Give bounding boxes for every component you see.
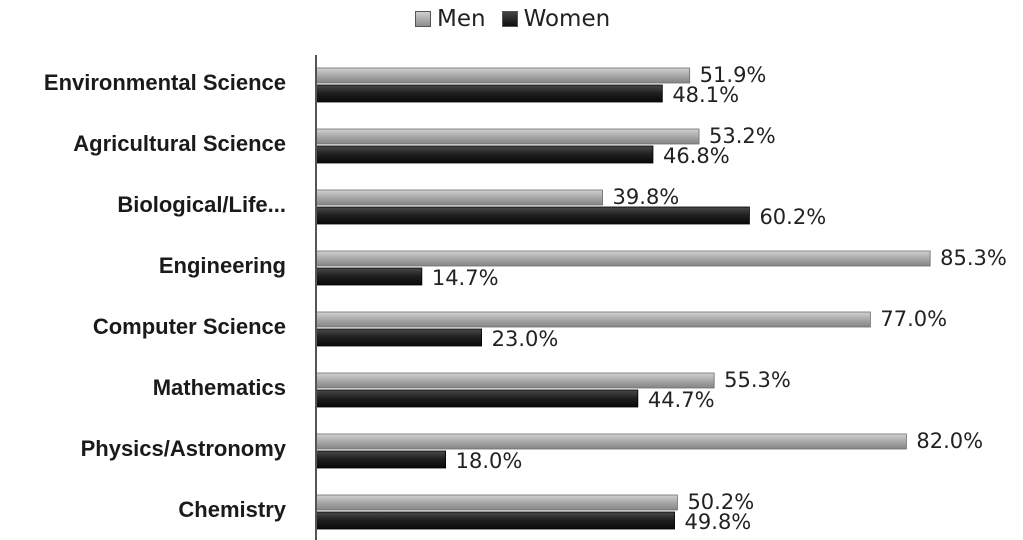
- category-label-mathematics: Mathematics: [153, 375, 286, 400]
- value-label-men-biological-life: 39.8%: [613, 185, 680, 209]
- bar-women-computer-science: [315, 328, 483, 347]
- bar-men-agricultural-science: [315, 128, 700, 145]
- bar-men-physics-astronomy: [315, 433, 907, 450]
- bar-men-chemistry: [315, 494, 678, 511]
- category-label-agricultural-science: Agricultural Science: [73, 131, 286, 156]
- legend-label-men: Men: [437, 6, 486, 32]
- value-label-women-environmental-science: 48.1%: [672, 83, 739, 107]
- value-label-women-physics-astronomy: 18.0%: [456, 449, 523, 473]
- value-label-women-agricultural-science: 46.8%: [663, 144, 730, 168]
- value-label-men-engineering: 85.3%: [940, 246, 1007, 270]
- value-label-men-chemistry: 50.2%: [687, 490, 754, 514]
- bar-women-mathematics: [315, 389, 639, 408]
- bar-men-biological-life: [315, 189, 603, 206]
- category-label-biological-life: Biological/Life...: [117, 192, 286, 217]
- legend-swatch-men: [415, 11, 431, 27]
- bar-women-engineering: [315, 267, 423, 286]
- legend-label-women: Women: [523, 6, 611, 32]
- legend-item-men: Men: [415, 6, 486, 32]
- bar-women-biological-life: [315, 206, 750, 225]
- value-label-men-mathematics: 55.3%: [724, 368, 791, 392]
- value-label-men-environmental-science: 51.9%: [700, 63, 767, 87]
- value-label-women-mathematics: 44.7%: [648, 388, 715, 412]
- category-label-engineering: Engineering: [159, 253, 286, 278]
- chart-legend: Men Women: [415, 6, 610, 32]
- legend-swatch-women: [501, 11, 518, 27]
- bar-women-agricultural-science: [315, 145, 654, 164]
- value-label-men-agricultural-science: 53.2%: [709, 124, 776, 148]
- bar-men-computer-science: [315, 311, 871, 328]
- category-label-environmental-science: Environmental Science: [44, 70, 286, 95]
- category-label-physics-astronomy: Physics/Astronomy: [81, 436, 287, 461]
- legend-item-women: Women: [501, 6, 611, 32]
- bar-men-engineering: [315, 250, 931, 267]
- category-label-computer-science: Computer Science: [93, 314, 286, 339]
- value-label-men-physics-astronomy: 82.0%: [916, 429, 983, 453]
- category-label-chemistry: Chemistry: [178, 497, 286, 522]
- bars-group: [315, 67, 931, 530]
- bar-women-physics-astronomy: [315, 450, 447, 469]
- value-label-women-computer-science: 23.0%: [492, 327, 559, 351]
- bar-women-environmental-science: [315, 84, 663, 103]
- value-label-women-engineering: 14.7%: [432, 266, 499, 290]
- value-label-women-chemistry: 49.8%: [685, 510, 752, 534]
- value-label-men-computer-science: 77.0%: [880, 307, 947, 331]
- labels-group: Environmental Science 51.9%48.1% Agricultu…: [44, 63, 1007, 534]
- bar-women-chemistry: [315, 511, 675, 530]
- value-label-women-biological-life: 60.2%: [759, 205, 826, 229]
- bar-men-mathematics: [315, 372, 715, 389]
- bar-men-environmental-science: [315, 67, 691, 84]
